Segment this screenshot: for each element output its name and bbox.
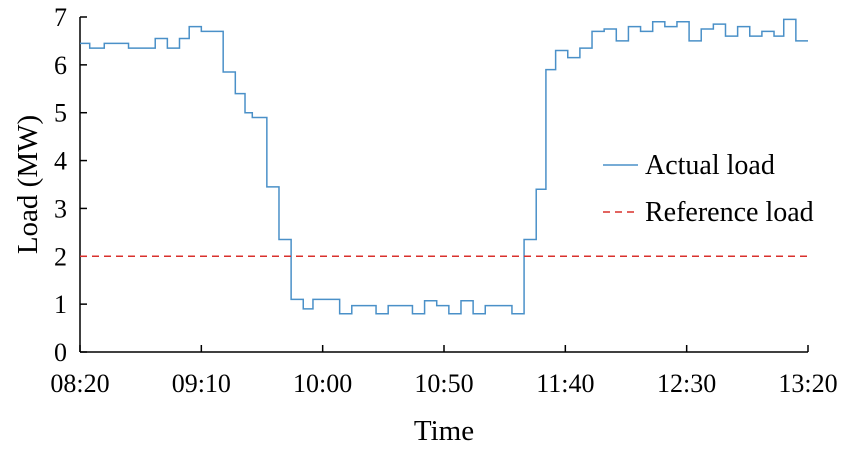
- axes: [79, 17, 808, 353]
- series-line-actual-load: [80, 18, 808, 315]
- y-tick-label: 1: [54, 290, 67, 319]
- x-tick-label: 08:20: [50, 369, 109, 398]
- y-tick-label: 4: [54, 147, 67, 176]
- y-tick-label: 3: [54, 194, 67, 223]
- x-axis-title: Time: [414, 415, 474, 447]
- legend: Actual load Reference load: [603, 150, 814, 228]
- series-group: [80, 18, 808, 315]
- y-tick-label: 5: [54, 99, 67, 128]
- y-tick-label: 0: [54, 338, 67, 367]
- x-tick-label: 13:20: [778, 369, 837, 398]
- legend-label: Reference load: [645, 197, 814, 228]
- y-tick-label: 6: [54, 51, 67, 80]
- x-tick-label: 10:50: [414, 369, 473, 398]
- legend-label: Actual load: [645, 150, 775, 181]
- y-tick-label: 2: [54, 242, 67, 271]
- x-tick-label: 10:00: [293, 369, 352, 398]
- y-axis-title: Load (MW): [12, 115, 44, 254]
- x-tick-label: 09:10: [172, 369, 231, 398]
- x-tick-label: 11:40: [536, 369, 594, 398]
- y-tick-label: 7: [54, 3, 67, 32]
- x-tick-label: 12:30: [657, 369, 716, 398]
- tick-group: 0 1 2 3 4 5 6 7 08:20 09:10 10:00 10:50 11:40 12:30 13…: [50, 3, 837, 398]
